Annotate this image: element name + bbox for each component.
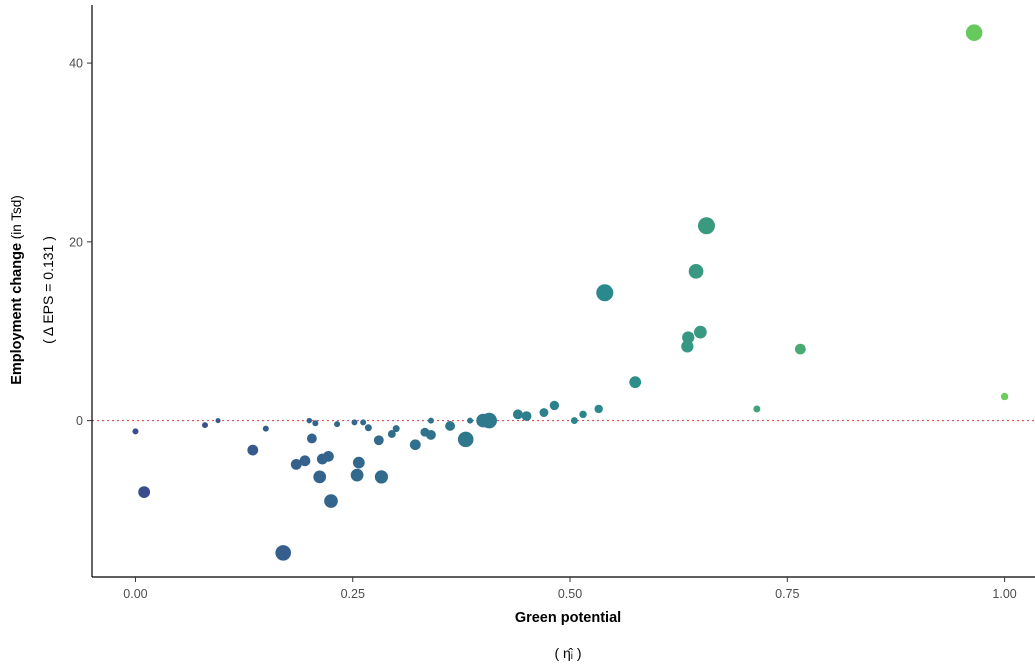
data-point-20 xyxy=(360,419,367,426)
x-tick-label: 0.75 xyxy=(775,587,799,601)
data-point-24 xyxy=(387,430,396,438)
plot-area xyxy=(92,24,1035,561)
data-point-35 xyxy=(512,409,523,420)
data-point-19 xyxy=(352,456,365,469)
data-point-3 xyxy=(215,418,221,424)
data-point-14 xyxy=(323,450,334,462)
data-point-18 xyxy=(350,468,364,482)
data-point-51 xyxy=(965,24,983,41)
data-point-29 xyxy=(427,417,434,424)
data-point-1 xyxy=(138,486,151,498)
data-point-34 xyxy=(481,412,497,429)
x-axis-title: Green potential xyxy=(515,610,621,626)
data-point-37 xyxy=(539,408,549,417)
data-point-41 xyxy=(594,404,603,414)
y-tick-label: 20 xyxy=(69,235,83,249)
data-point-4 xyxy=(247,444,259,456)
x-axis-ticks: 0.00 0.25 0.50 0.75 1.00 xyxy=(123,577,1017,601)
data-point-23 xyxy=(374,470,389,484)
y-axis-subtitle: ( Δ EPS = 0.131 ) xyxy=(40,236,56,344)
data-point-15 xyxy=(324,494,338,508)
data-point-48 xyxy=(697,217,715,235)
x-tick-label: 0.50 xyxy=(558,587,582,601)
data-point-16 xyxy=(334,421,341,428)
x-tick-label: 0.25 xyxy=(341,587,365,601)
x-tick-label: 0.00 xyxy=(123,587,147,601)
x-tick-label: 1.00 xyxy=(992,587,1016,601)
data-point-40 xyxy=(579,410,587,419)
data-point-22 xyxy=(373,435,384,446)
data-point-25 xyxy=(392,425,400,433)
data-point-6 xyxy=(275,545,292,561)
data-point-21 xyxy=(364,424,372,432)
y-tick-label: 40 xyxy=(69,57,83,71)
y-axis-title: Employment change (in Tsd) xyxy=(9,195,25,385)
data-point-45 xyxy=(682,331,695,344)
data-point-43 xyxy=(629,376,642,389)
data-point-32 xyxy=(467,417,474,424)
data-point-8 xyxy=(299,455,311,467)
data-point-44 xyxy=(681,340,694,353)
data-point-31 xyxy=(457,431,474,448)
data-point-7 xyxy=(290,458,302,470)
y-axis-ticks: 0 20 40 xyxy=(69,57,92,428)
data-points xyxy=(132,24,1009,561)
data-point-17 xyxy=(351,419,358,426)
data-point-46 xyxy=(688,264,704,279)
data-point-49 xyxy=(753,405,761,413)
data-point-30 xyxy=(445,421,455,431)
y-tick-label: 0 xyxy=(76,414,83,428)
data-point-28 xyxy=(426,429,436,440)
data-point-2 xyxy=(201,422,208,429)
y-axis-title-unit: (in Tsd) xyxy=(9,195,24,243)
y-axis-title-bold: Employment change xyxy=(9,243,25,385)
x-axis-subtitle: ( η̂ᵢ ) xyxy=(554,645,581,661)
data-point-9 xyxy=(306,417,313,424)
data-point-52 xyxy=(1000,392,1009,401)
data-point-11 xyxy=(312,420,319,427)
data-point-47 xyxy=(694,325,707,339)
data-point-0 xyxy=(132,428,139,435)
data-point-12 xyxy=(313,470,327,484)
data-point-36 xyxy=(521,411,532,422)
data-point-39 xyxy=(570,417,578,425)
data-point-5 xyxy=(262,425,269,432)
data-point-10 xyxy=(306,433,317,444)
data-point-42 xyxy=(596,284,614,302)
data-point-50 xyxy=(794,343,806,355)
data-point-38 xyxy=(549,400,560,411)
data-point-26 xyxy=(409,439,421,451)
